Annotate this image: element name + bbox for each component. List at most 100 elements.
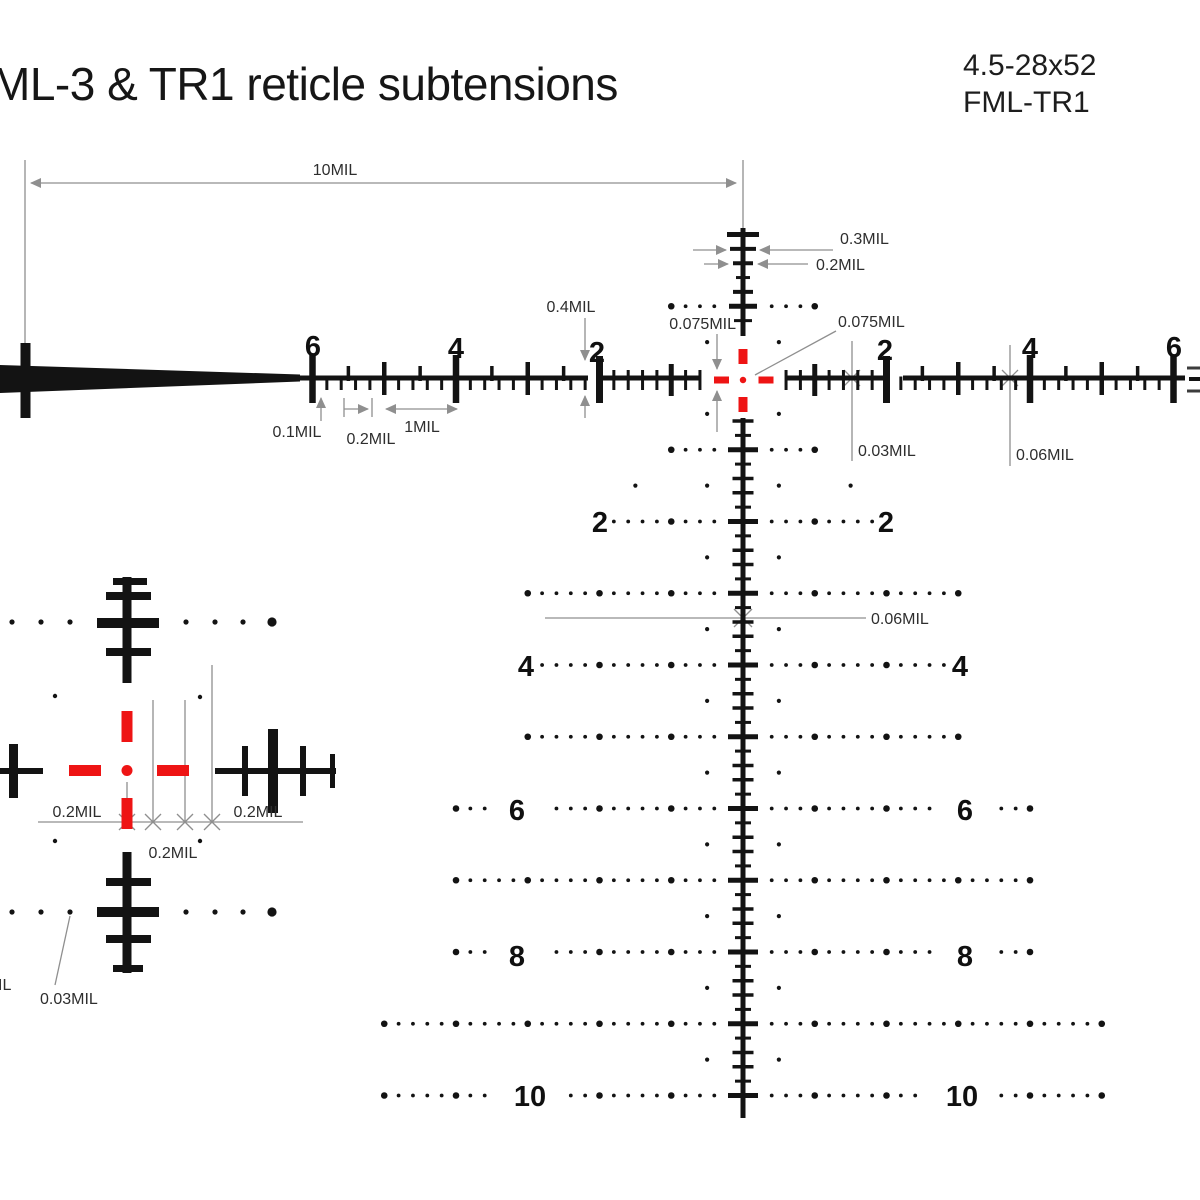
mil-dot (898, 663, 903, 667)
h-number-right-2: 2 (877, 335, 893, 367)
mil-dot (1085, 1021, 1090, 1026)
heavy-post-left (0, 365, 300, 393)
mil-dot (855, 878, 860, 883)
mil-dot (776, 985, 781, 990)
mil-dot (667, 1020, 675, 1028)
mil-dot (712, 304, 717, 309)
mil-dot (482, 878, 487, 883)
mil-dot (1026, 805, 1034, 812)
mil-dot (52, 693, 58, 699)
mil-dot (769, 734, 774, 739)
label-003mil: 0.03MIL (858, 443, 916, 460)
mil-dot (942, 1021, 946, 1026)
mil-dot (655, 591, 659, 596)
mil-dot (1042, 1093, 1047, 1098)
mil-dot (927, 591, 932, 596)
mil-dot (798, 878, 803, 883)
h-number-right-6: 6 (1166, 332, 1182, 364)
mil-dot-grid (9, 302, 1106, 1099)
mil-dot (705, 627, 710, 632)
mil-dot (626, 1093, 631, 1098)
mil-dot (855, 806, 860, 811)
mil-dot (1013, 878, 1018, 883)
mil-dot (540, 734, 544, 739)
mil-dot (811, 1020, 819, 1028)
mil-dot (999, 1021, 1004, 1026)
mil-dot (927, 663, 932, 667)
mil-dot (927, 878, 932, 883)
label-02mil-scale: 0.2MIL (347, 431, 396, 448)
red-dash-up (738, 349, 748, 364)
mil-dot (554, 591, 559, 596)
mil-dot (870, 663, 875, 667)
inset-red-down (121, 798, 133, 829)
mil-dot (705, 1057, 710, 1062)
v-number-right-6: 6 (957, 795, 973, 827)
mil-dot (482, 950, 487, 954)
mil-dot (626, 878, 631, 883)
mil-dot (212, 909, 218, 915)
mil-dot (927, 734, 932, 739)
label-10mil: 10MIL (313, 162, 358, 179)
mil-dot (827, 950, 831, 954)
mil-dot (655, 663, 659, 667)
mil-dot (667, 518, 675, 525)
mil-dot (883, 805, 890, 812)
mil-dot (497, 1021, 501, 1026)
mil-dot (798, 1093, 803, 1098)
mil-dot (898, 1093, 903, 1098)
mil-dot (667, 805, 675, 812)
mil-dot (954, 589, 962, 597)
mil-dot (811, 805, 819, 812)
mil-dot (705, 914, 710, 919)
inset-right-tick1 (242, 746, 248, 796)
mil-dot (1071, 1093, 1075, 1098)
mil-dot (511, 1021, 516, 1026)
mil-dot (524, 589, 532, 597)
mil-dot (705, 842, 710, 847)
mil-dot (776, 555, 781, 560)
mil-dot (870, 806, 875, 811)
mil-dot (1013, 1093, 1018, 1098)
mil-dot (942, 878, 946, 883)
mil-dot (611, 591, 616, 596)
mil-dot (611, 806, 616, 811)
mil-dot (568, 663, 573, 667)
mil-dot (554, 806, 559, 811)
inset-lower-bar2 (97, 907, 159, 917)
mil-dot (640, 1021, 645, 1026)
mil-dot (626, 1021, 631, 1026)
mil-dot (712, 591, 717, 596)
mil-dot (583, 950, 588, 954)
mil-dot (712, 806, 717, 811)
mil-dot (626, 663, 631, 667)
mil-dot (883, 1020, 890, 1028)
mil-dot (683, 950, 688, 954)
mil-dot (1013, 950, 1018, 954)
mil-dot (1013, 806, 1018, 811)
mil-dot (596, 589, 603, 597)
mil-dot (898, 734, 903, 739)
inset-label-02-left: 0.2MIL (53, 804, 102, 821)
mil-dot (1098, 1092, 1106, 1099)
mil-dot (769, 950, 774, 954)
mil-dot (611, 519, 616, 524)
mil-dot (776, 770, 781, 775)
mil-dot (596, 661, 603, 669)
mil-dot (568, 950, 573, 954)
mil-dot (913, 591, 918, 596)
inset-lower-bar3 (106, 935, 151, 943)
mil-dot (683, 304, 688, 309)
mil-dot (468, 1021, 473, 1026)
label-0075mil-left: 0.075MIL (669, 316, 736, 333)
mil-dot (784, 806, 788, 811)
mil-dot (67, 909, 73, 915)
mil-dot (705, 340, 710, 345)
mil-dot (640, 663, 645, 667)
mil-dot (776, 627, 781, 632)
mil-dot (855, 519, 860, 524)
mil-dot (784, 663, 788, 667)
inset-right-tick2 (268, 729, 278, 813)
mil-dot (769, 304, 774, 309)
